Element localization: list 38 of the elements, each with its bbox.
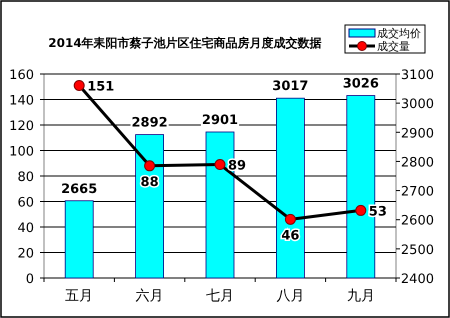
y-tick-label: 40 <box>17 221 34 236</box>
legend-label: 成交量 <box>377 40 410 53</box>
y2-tick-label: 2800 <box>400 155 434 170</box>
point <box>74 80 85 91</box>
y2-tick-label: 2500 <box>400 242 434 258</box>
data-label: 151 <box>87 79 114 94</box>
data-label: 3017 <box>272 79 308 94</box>
point <box>355 204 366 216</box>
chart-title: 2014年耒阳市蔡子池片区住宅商品房月度成交数据 <box>48 36 322 50</box>
y-tick-label: 120 <box>9 119 34 134</box>
y-tick-label: 0 <box>26 272 34 287</box>
data-label: 88 <box>140 174 159 190</box>
y-tick-label: 60 <box>17 196 34 210</box>
x-tick-label: 五月 <box>65 288 94 304</box>
y2-tick-label: 2700 <box>400 184 434 200</box>
y-tick-label: 160 <box>9 68 34 83</box>
point <box>214 159 226 170</box>
y-tick-label: 20 <box>17 246 34 262</box>
x-tick-label: 九月 <box>346 288 375 304</box>
x-tick-label: 八月 <box>276 288 304 304</box>
x-tick-label: 七月 <box>206 288 234 304</box>
data-label: 2892 <box>132 116 168 131</box>
y2-tick-label: 2600 <box>400 214 434 229</box>
y2-tick-label: 3000 <box>400 97 434 112</box>
point <box>144 160 156 172</box>
y-tick-label: 140 <box>9 94 34 108</box>
y2-tick-label: 2400 <box>400 272 434 287</box>
data-label: 2665 <box>61 182 98 197</box>
y-tick-label: 80 <box>17 170 34 185</box>
point <box>284 214 296 225</box>
data-label: 3026 <box>342 76 379 92</box>
x-tick-label: 六月 <box>136 288 164 304</box>
y-tick-label: 100 <box>9 144 34 160</box>
y2-tick-label: 2900 <box>400 126 434 142</box>
data-label: 46 <box>281 228 300 244</box>
data-label: 2901 <box>202 112 238 128</box>
legend-label: 成交均价 <box>377 27 421 40</box>
y2-tick-label: 3100 <box>400 68 434 83</box>
